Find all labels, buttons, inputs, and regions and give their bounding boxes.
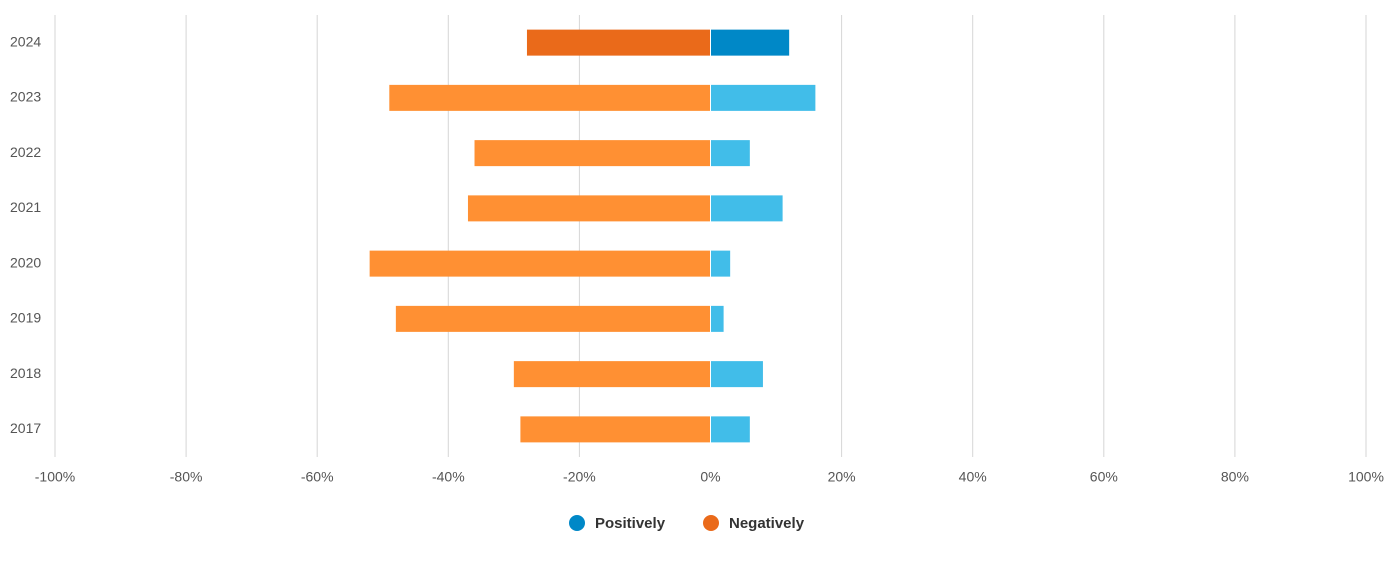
bar <box>474 140 711 167</box>
bar <box>513 361 711 388</box>
x-tick-label: 100% <box>1348 469 1384 485</box>
bar <box>710 361 763 388</box>
x-tick-label: 20% <box>828 469 856 485</box>
x-tick-label: 80% <box>1221 469 1249 485</box>
bar <box>526 29 711 56</box>
legend-marker <box>569 515 585 531</box>
bar <box>389 84 711 111</box>
x-tick-label: -20% <box>563 469 596 485</box>
y-tick-label: 2022 <box>10 144 41 160</box>
legend-marker <box>703 515 719 531</box>
bar <box>710 305 724 332</box>
bar <box>369 250 711 277</box>
bar <box>395 305 711 332</box>
bar <box>710 29 790 56</box>
x-tick-label: -80% <box>170 469 203 485</box>
bar <box>710 250 731 277</box>
y-tick-label: 2020 <box>10 254 41 270</box>
bar <box>520 416 711 443</box>
x-tick-label: 60% <box>1090 469 1118 485</box>
y-tick-label: 2019 <box>10 310 41 326</box>
bar <box>710 416 750 443</box>
bar <box>710 84 816 111</box>
y-tick-label: 2024 <box>10 33 41 49</box>
x-tick-label: 40% <box>959 469 987 485</box>
y-tick-label: 2017 <box>10 420 41 436</box>
bar <box>467 195 711 222</box>
y-tick-label: 2021 <box>10 199 41 215</box>
x-tick-label: -40% <box>432 469 465 485</box>
x-tick-label: -100% <box>35 469 75 485</box>
bar <box>710 140 750 167</box>
y-tick-label: 2023 <box>10 89 41 105</box>
y-tick-label: 2018 <box>10 365 41 381</box>
legend-label: Positively <box>595 515 666 532</box>
legend-label: Negatively <box>729 515 805 532</box>
x-tick-label: -60% <box>301 469 334 485</box>
x-tick-label: 0% <box>700 469 720 485</box>
bar <box>710 195 783 222</box>
